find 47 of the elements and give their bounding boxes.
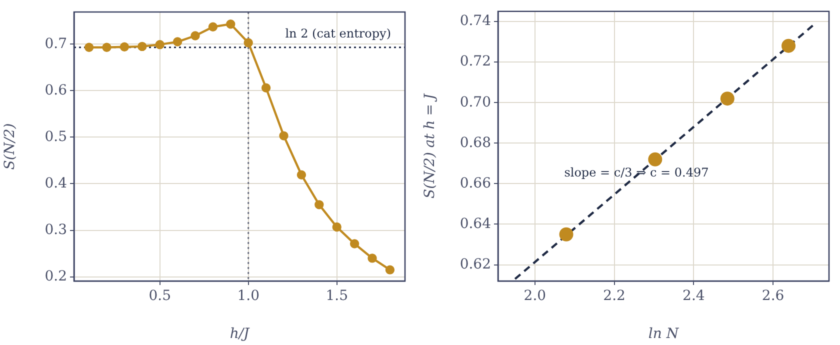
y-tick-label: 0.7 — [44, 36, 67, 52]
y-axis-title: S(N/2) at h = J — [422, 92, 438, 198]
point — [190, 31, 200, 40]
point — [208, 22, 218, 32]
x-tick-label: 2.2 — [603, 288, 626, 304]
y-tick-label: 0.2 — [44, 268, 67, 284]
y-tick-label: 0.74 — [460, 13, 492, 30]
point — [261, 83, 271, 92]
x-tick-label: 2.0 — [524, 288, 546, 304]
y-tick-label: 0.70 — [460, 94, 491, 110]
y-axis-title: S(N/2) — [2, 123, 18, 170]
point — [244, 38, 253, 48]
x-tick-label: 2.6 — [762, 288, 784, 304]
x-tick-label: 1.0 — [237, 288, 260, 304]
y-tick-label: 0.62 — [460, 256, 491, 272]
x-axis-title: h/J — [230, 326, 251, 342]
x-axis-title: ln N — [648, 326, 680, 342]
point — [138, 42, 147, 52]
x-tick-label: 2.4 — [682, 288, 705, 304]
x-tick-label: 0.5 — [148, 288, 171, 304]
y-tick-label: 0.66 — [460, 175, 492, 192]
y-tick-label: 0.72 — [460, 54, 491, 70]
point — [368, 254, 377, 263]
point — [314, 200, 324, 210]
point — [648, 152, 662, 166]
y-tick-label: 0.64 — [460, 216, 492, 232]
point — [559, 227, 574, 242]
y-tick-label: 0.3 — [44, 222, 67, 238]
point — [350, 239, 360, 248]
x-tick-label: 1.5 — [326, 288, 348, 304]
point — [84, 42, 94, 52]
point — [102, 42, 112, 52]
point — [155, 40, 164, 50]
point — [296, 170, 306, 180]
point — [782, 38, 796, 53]
y-tick-label: 0.68 — [460, 134, 491, 151]
y-tick-label: 0.5 — [44, 128, 67, 145]
point — [332, 222, 342, 232]
point — [385, 265, 395, 274]
point — [279, 131, 288, 140]
ref-line-label: ln 2 (cat entropy) — [285, 26, 391, 40]
point — [120, 42, 130, 52]
point — [226, 20, 236, 29]
y-tick-label: 0.6 — [44, 82, 68, 98]
y-tick-label: 0.4 — [44, 175, 68, 192]
point — [720, 92, 734, 106]
point — [172, 37, 182, 46]
